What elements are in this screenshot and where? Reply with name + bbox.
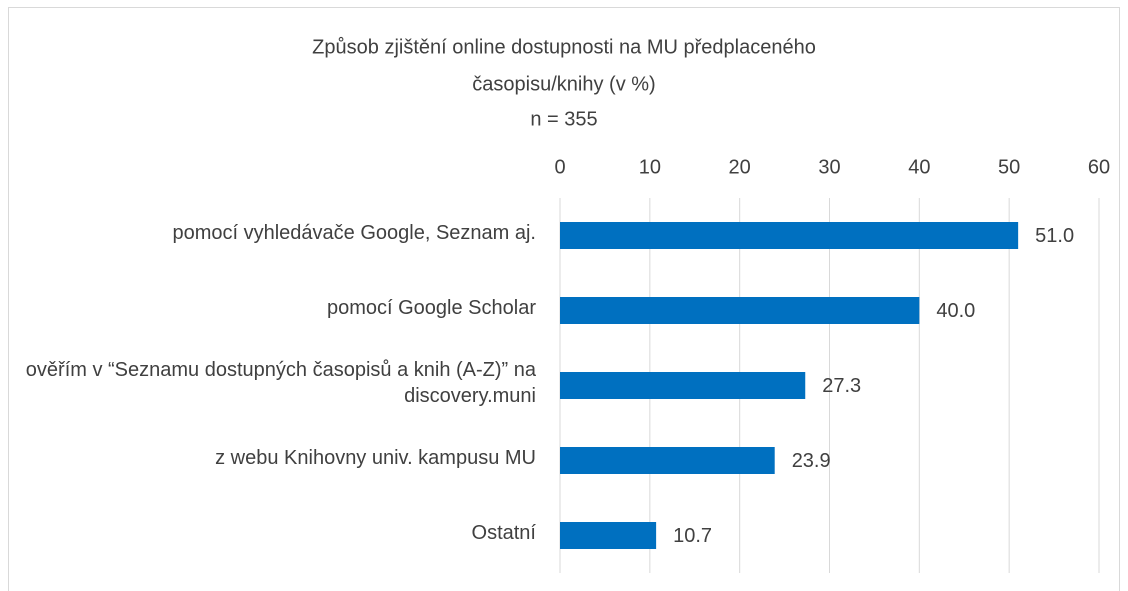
data-label: 23.9 [792, 450, 831, 472]
chart-subtitle: n = 355 [530, 108, 597, 130]
x-tick-label: 0 [554, 156, 565, 178]
y-tick-label: ověřím v “Seznamu dostupných časopisů a … [25, 358, 536, 407]
bar [560, 222, 1019, 249]
y-tick-label: z webu Knihovny univ. kampusu MU [215, 446, 536, 469]
x-tick-label: 60 [1088, 156, 1110, 178]
bar [560, 447, 775, 474]
x-tick-label: 30 [818, 156, 840, 178]
bar [560, 297, 920, 324]
data-label: 40.0 [936, 300, 975, 322]
chart-title: časopisu/knihy (v %) [472, 73, 655, 95]
y-tick-label: Ostatní [471, 521, 536, 544]
x-tick-label: 40 [908, 156, 930, 178]
x-tick-label: 50 [998, 156, 1020, 178]
data-label: 10.7 [673, 525, 712, 547]
x-tick-label: 10 [639, 156, 661, 178]
chart-title: Způsob zjištění online dostupnosti na MU… [312, 36, 816, 58]
data-label: 27.3 [822, 375, 861, 397]
bar [560, 522, 657, 549]
y-tick-label: pomocí Google Scholar [326, 296, 536, 319]
y-tick-label: pomocí vyhledávače Google, Seznam aj. [172, 221, 536, 244]
bar [560, 372, 806, 399]
data-label: 51.0 [1035, 225, 1074, 247]
x-tick-label: 20 [729, 156, 751, 178]
